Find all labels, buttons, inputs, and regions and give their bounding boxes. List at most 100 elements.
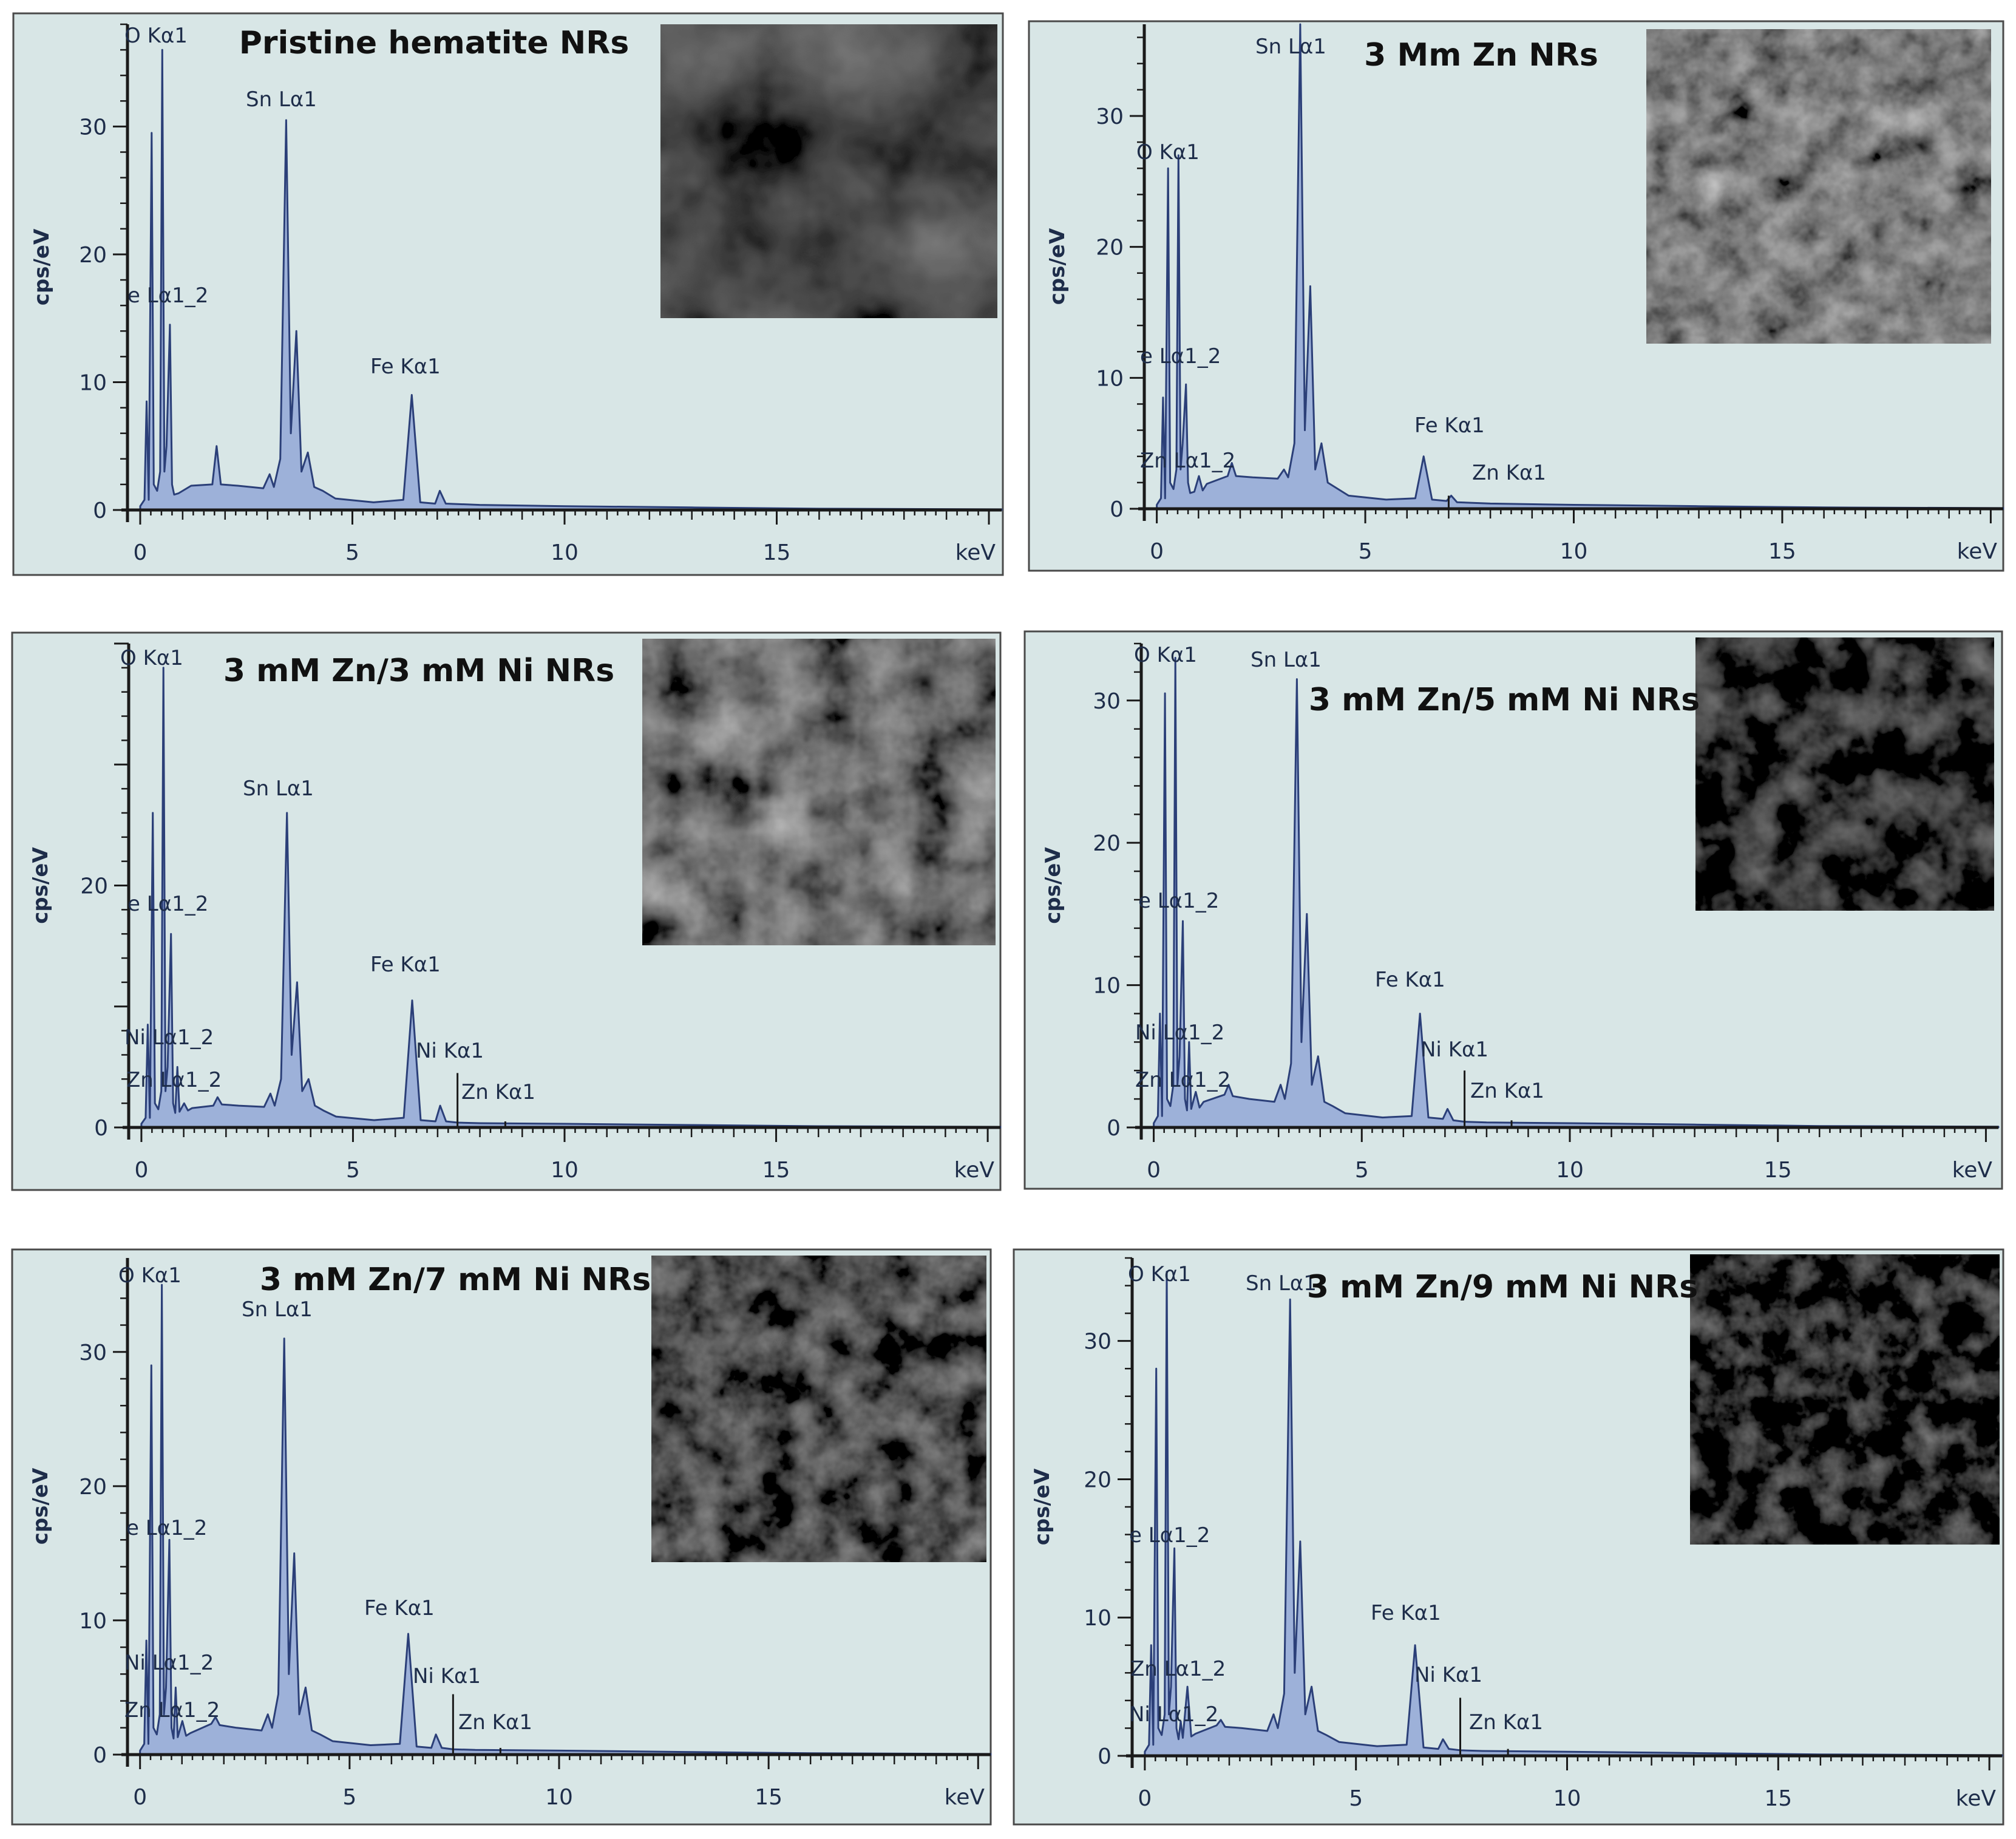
y-tick-label: 20 (80, 874, 108, 899)
y-tick-label: 0 (93, 498, 107, 523)
y-tick-label: 20 (1084, 1467, 1112, 1492)
x-tick-label: 15 (755, 1785, 782, 1810)
x-tick-label: 5 (1349, 1786, 1363, 1811)
peak-label: O Kα1 (124, 24, 188, 48)
y-tick-label: 20 (1093, 831, 1121, 856)
eds-panel-4: 0 5 10 15 keV 0 10 20 30 cps/eV O Kα1 Sn Lα1 e Lα1_2… (1023, 630, 2003, 1190)
sem-inset-image (1695, 637, 1994, 911)
peak-label: e Lα1_2 (127, 892, 208, 916)
eds-panel-5: 0 5 10 15 keV 0 10 20 30 cps/eV O Kα1 Sn Lα1 e Lα1_2… (11, 1248, 992, 1826)
sem-inset-image (1646, 29, 1991, 344)
y-tick-label: 30 (79, 1341, 107, 1365)
peak-label: Ni Kα1 (1420, 1038, 1488, 1062)
peak-label: Ni Kα1 (413, 1664, 481, 1688)
peak-label: O Kα1 (1134, 643, 1197, 667)
x-tick-label: 5 (1355, 1158, 1369, 1183)
peak-label: Zn Kα1 (1472, 461, 1546, 485)
peak-label: Sn Lα1 (242, 1297, 313, 1322)
x-tick-label: 15 (1764, 1158, 1792, 1183)
peak-label: Ni Lα1_2 (124, 1025, 214, 1050)
x-tick-label: 0 (1138, 1786, 1152, 1811)
peak-label: O Kα1 (120, 646, 183, 670)
x-tick-label: 0 (134, 540, 148, 565)
spectrum-area (139, 49, 1003, 511)
peak-label: Ni Kα1 (1414, 1663, 1482, 1687)
x-tick-label: 0 (1147, 1158, 1161, 1183)
peak-label: Fe Kα1 (1371, 1601, 1441, 1625)
sem-inset-image (1690, 1254, 2000, 1545)
spectrum-area (1156, 23, 2004, 510)
peak-label: Fe Kα1 (1375, 968, 1445, 992)
peak-label: Ni Kα1 (416, 1039, 484, 1063)
panel-title: 3 mM Zn/5 mM Ni NRs (1309, 682, 1700, 718)
eds-panel-1: 0 5 10 15 keV 0 10 20 30 cps/eV O Kα1 Sn Lα1 e Lα1_2… (12, 12, 1004, 576)
peak-label: Zn Kα1 (1469, 1710, 1543, 1735)
peak-label: e Lα1_2 (1129, 1523, 1210, 1548)
x-tick-label: 15 (1764, 1786, 1792, 1811)
x-tick-label: 10 (1560, 539, 1588, 564)
peak-label: O Kα1 (118, 1263, 182, 1288)
y-tick-label: 30 (1093, 689, 1121, 714)
x-tick-label: 5 (345, 540, 359, 565)
peak-label: Fe Kα1 (1414, 413, 1485, 438)
y-axis-label: cps/eV (1041, 847, 1065, 924)
sem-inset-image (642, 639, 996, 945)
x-tick-label: 10 (545, 1785, 573, 1810)
x-tick-label: 5 (1359, 539, 1373, 564)
x-unit-label: keV (1957, 539, 1998, 564)
y-axis-label: cps/eV (29, 847, 53, 924)
y-tick-label: 10 (1096, 366, 1124, 391)
spectrum-area (140, 667, 1002, 1129)
x-unit-label: keV (1956, 1786, 1997, 1811)
peak-label: Zn Lα1_2 (1135, 1068, 1230, 1092)
y-axis-label: cps/eV (30, 228, 54, 305)
x-tick-label: 15 (762, 1158, 790, 1183)
eds-panel-2: 0 5 10 15 keV 0 10 20 30 cps/eV O Kα1 Sn Lα1 e Lα1_2… (1028, 20, 2004, 572)
peak-label: Sn Lα1 (246, 87, 317, 112)
peak-label: e Lα1_2 (1138, 889, 1219, 913)
y-tick-label: 30 (79, 115, 107, 140)
y-tick-label: 10 (1084, 1606, 1112, 1631)
x-tick-label: 15 (763, 540, 791, 565)
peak-label: Zn Kα1 (461, 1080, 535, 1104)
spectrum-area (139, 1283, 992, 1756)
panel-title: Pristine hematite NRs (239, 25, 630, 61)
peak-label: Sn Lα1 (1246, 1271, 1317, 1296)
x-tick-label: 10 (1553, 1786, 1581, 1811)
y-tick-label: 10 (79, 370, 107, 395)
x-tick-label: 0 (134, 1158, 148, 1183)
x-unit-label: keV (1952, 1158, 1993, 1183)
peak-label: e Lα1_2 (127, 284, 208, 308)
peak-label: Fe Kα1 (364, 1596, 435, 1620)
y-tick-label: 20 (79, 243, 107, 268)
peak-label: Zn Lα1_2 (126, 1068, 222, 1092)
peak-label: Sn Lα1 (243, 777, 314, 801)
y-axis-label: cps/eV (29, 1467, 53, 1545)
y-axis-label: cps/eV (1030, 1468, 1054, 1545)
eds-panel-3: 0 5 10 15 keV 0 20 cps/eV O Kα1 Sn Lα1 e Lα1_2 Ni L… (11, 631, 1002, 1191)
peak-label: Zn Lα1_2 (1130, 1657, 1226, 1681)
peak-label: Ni Lα1_2 (124, 1651, 214, 1675)
eds-panel-6: 0 5 10 15 keV 0 10 20 30 cps/eV O Kα1 Sn Lα1 e Lα1_2… (1013, 1248, 2004, 1826)
spectrum-area (1153, 656, 2000, 1129)
y-tick-label: 20 (79, 1475, 107, 1500)
x-tick-label: 10 (551, 540, 579, 565)
peak-label: Fe Kα1 (370, 953, 441, 977)
x-tick-label: 10 (551, 1158, 579, 1183)
x-tick-label: 5 (342, 1785, 356, 1810)
y-tick-label: 10 (79, 1609, 107, 1634)
y-tick-label: 0 (1110, 497, 1124, 522)
panel-title: 3 mM Zn/7 mM Ni NRs (260, 1262, 651, 1298)
peak-label: Zn Kα1 (458, 1710, 532, 1735)
peak-label: O Kα1 (1136, 140, 1200, 165)
peak-label: Zn Kα1 (1470, 1079, 1544, 1103)
y-tick-label: 0 (1107, 1116, 1121, 1141)
x-tick-label: 0 (133, 1785, 147, 1810)
peak-label: Ni Lα1_2 (1135, 1021, 1224, 1045)
panel-title: 3 Mm Zn NRs (1364, 37, 1598, 73)
panel-title: 3 mM Zn/9 mM Ni NRs (1307, 1269, 1698, 1305)
peak-label: Sn Lα1 (1255, 35, 1326, 59)
peak-label: e Lα1_2 (126, 1516, 207, 1540)
sem-inset-image (660, 24, 997, 318)
